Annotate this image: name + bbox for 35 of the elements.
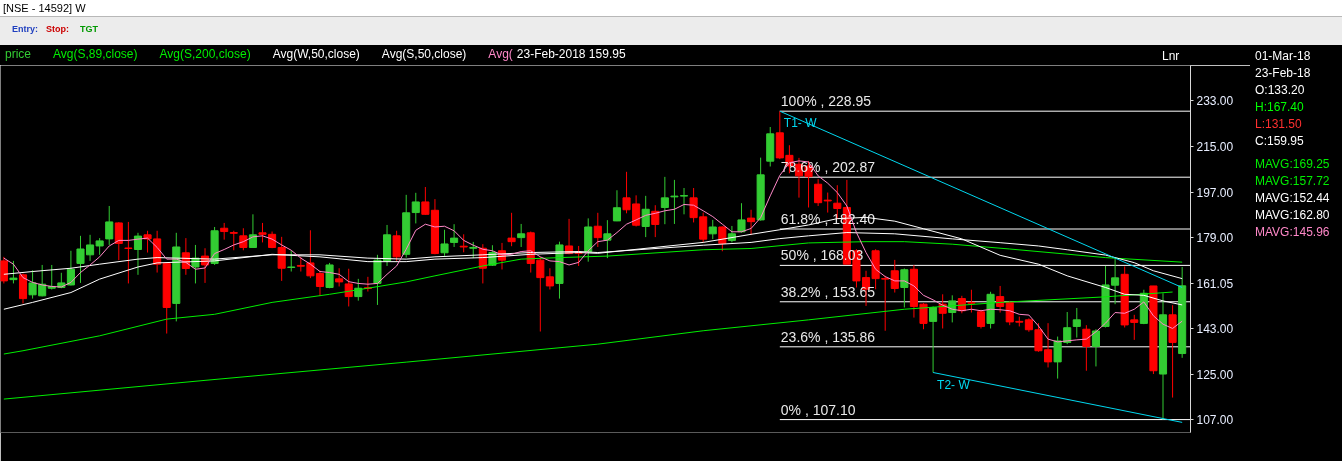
series-label: T2- W bbox=[937, 377, 971, 392]
chart-title: [NSE - 14592] W bbox=[0, 0, 1342, 17]
text: 23-Feb-18 bbox=[1255, 65, 1312, 82]
text: Avg( bbox=[488, 46, 513, 63]
y-tick-label: 197.00 bbox=[1196, 185, 1234, 200]
y-tick-label: 125.00 bbox=[1196, 367, 1234, 382]
text: MAVG:162.80 bbox=[1255, 207, 1331, 224]
text: TGT bbox=[80, 24, 98, 34]
y-tick-label: 215.00 bbox=[1196, 139, 1234, 154]
text: Avg(S,200,close) bbox=[159, 46, 251, 63]
y-tick-label: 161.05 bbox=[1196, 276, 1234, 291]
ref-line-label: 0% , 107.10 bbox=[780, 401, 856, 418]
text: Avg(S,50,close) bbox=[381, 46, 467, 63]
text: MAVG:169.25 bbox=[1255, 156, 1331, 173]
text: 01-Mar-18 bbox=[1255, 48, 1312, 65]
text: H:167.40 bbox=[1255, 99, 1305, 116]
text: 23-Feb-2018 159.95 bbox=[516, 46, 626, 63]
text: L:131.50 bbox=[1255, 116, 1303, 133]
text: Lnr bbox=[1162, 48, 1180, 65]
text: O:133.20 bbox=[1255, 82, 1306, 99]
text: price bbox=[5, 46, 32, 63]
y-tick-label: 179.00 bbox=[1196, 231, 1234, 246]
y-tick-label: 233.00 bbox=[1196, 94, 1234, 109]
y-tick-label: 107.00 bbox=[1196, 413, 1234, 428]
text: C:159.95 bbox=[1255, 133, 1305, 150]
text: Entry: bbox=[12, 24, 39, 34]
text: Stop: bbox=[46, 24, 69, 34]
text: MAVG:152.44 bbox=[1255, 190, 1331, 207]
text: MAVG:145.96 bbox=[1255, 224, 1331, 241]
text: Avg(S,89,close) bbox=[53, 46, 138, 63]
text: MAVG:157.72 bbox=[1255, 173, 1331, 190]
ref-line-label: 23.6% , 135.86 bbox=[780, 328, 876, 345]
text: Avg(W,50,close) bbox=[272, 46, 360, 63]
ref-line-label: 100% , 228.95 bbox=[780, 93, 872, 110]
y-tick-label: 143.00 bbox=[1196, 322, 1234, 337]
